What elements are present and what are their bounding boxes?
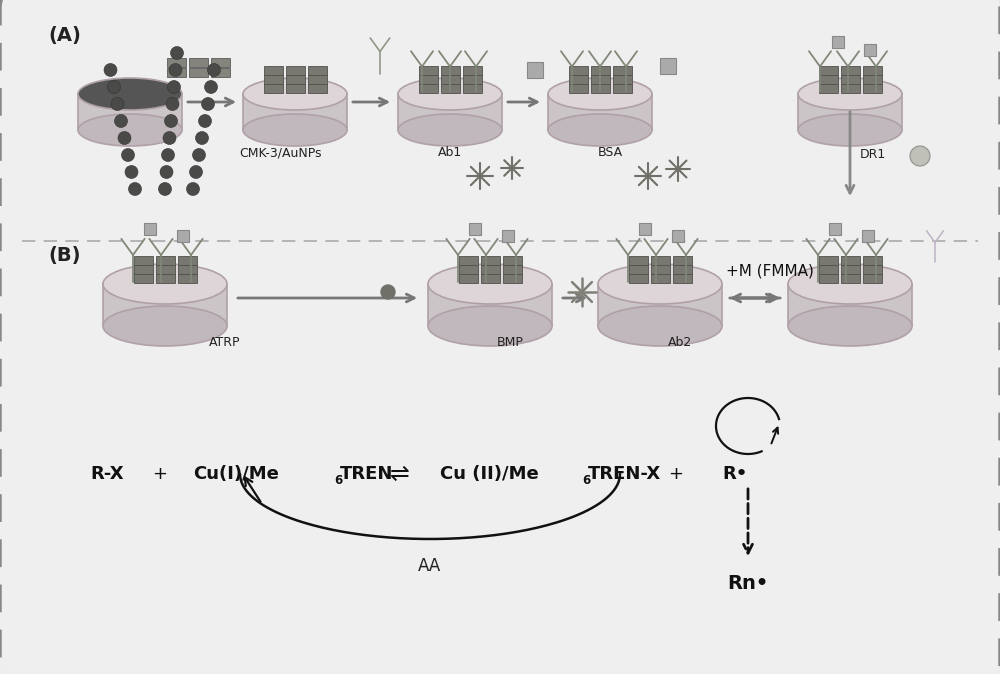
FancyBboxPatch shape: [264, 84, 283, 92]
FancyBboxPatch shape: [134, 264, 152, 274]
FancyBboxPatch shape: [672, 264, 692, 274]
Circle shape: [163, 131, 176, 144]
FancyBboxPatch shape: [650, 274, 670, 282]
Circle shape: [208, 63, 220, 77]
FancyBboxPatch shape: [462, 75, 482, 84]
Text: CMK-3/AuNPs: CMK-3/AuNPs: [239, 146, 321, 159]
Circle shape: [158, 183, 172, 195]
FancyBboxPatch shape: [480, 264, 500, 274]
FancyBboxPatch shape: [458, 255, 478, 264]
FancyBboxPatch shape: [308, 84, 326, 92]
FancyBboxPatch shape: [210, 67, 230, 77]
Text: AA: AA: [418, 557, 442, 575]
FancyBboxPatch shape: [629, 274, 648, 282]
Circle shape: [164, 115, 178, 127]
Text: R•: R•: [722, 465, 747, 483]
Ellipse shape: [78, 114, 182, 146]
FancyBboxPatch shape: [840, 84, 860, 92]
FancyBboxPatch shape: [286, 65, 304, 75]
FancyBboxPatch shape: [428, 284, 552, 326]
FancyBboxPatch shape: [840, 255, 860, 264]
Text: Ab2: Ab2: [668, 336, 692, 349]
FancyBboxPatch shape: [798, 94, 902, 130]
FancyBboxPatch shape: [308, 75, 326, 84]
FancyBboxPatch shape: [548, 94, 652, 130]
FancyBboxPatch shape: [862, 84, 882, 92]
Ellipse shape: [103, 306, 227, 346]
FancyBboxPatch shape: [243, 94, 347, 130]
FancyBboxPatch shape: [440, 75, 460, 84]
Circle shape: [108, 80, 120, 94]
Text: +M (FMMA): +M (FMMA): [726, 264, 814, 279]
FancyBboxPatch shape: [840, 264, 860, 274]
Circle shape: [196, 131, 208, 144]
Circle shape: [202, 98, 214, 111]
Text: TREN: TREN: [340, 465, 393, 483]
Text: 6: 6: [334, 474, 342, 487]
Ellipse shape: [548, 78, 652, 110]
FancyBboxPatch shape: [440, 65, 460, 75]
Ellipse shape: [788, 264, 912, 304]
Ellipse shape: [243, 78, 347, 110]
Text: Rn•: Rn•: [727, 574, 769, 593]
FancyBboxPatch shape: [818, 274, 838, 282]
FancyBboxPatch shape: [480, 274, 500, 282]
FancyBboxPatch shape: [862, 65, 882, 75]
Circle shape: [186, 183, 200, 195]
FancyBboxPatch shape: [612, 84, 632, 92]
FancyBboxPatch shape: [612, 65, 632, 75]
FancyBboxPatch shape: [818, 65, 838, 75]
FancyBboxPatch shape: [264, 75, 283, 84]
FancyBboxPatch shape: [840, 75, 860, 84]
FancyBboxPatch shape: [156, 264, 175, 274]
FancyBboxPatch shape: [862, 264, 882, 274]
FancyBboxPatch shape: [840, 274, 860, 282]
Ellipse shape: [78, 78, 182, 110]
FancyBboxPatch shape: [308, 65, 326, 75]
Circle shape: [125, 166, 138, 179]
FancyBboxPatch shape: [418, 84, 438, 92]
FancyBboxPatch shape: [418, 65, 438, 75]
Circle shape: [118, 131, 131, 144]
FancyBboxPatch shape: [264, 65, 283, 75]
Circle shape: [192, 148, 206, 162]
Text: +: +: [152, 465, 167, 483]
FancyBboxPatch shape: [418, 75, 438, 84]
FancyBboxPatch shape: [503, 255, 522, 264]
FancyBboxPatch shape: [862, 274, 882, 282]
FancyBboxPatch shape: [178, 274, 196, 282]
Circle shape: [166, 98, 179, 111]
Circle shape: [190, 166, 202, 179]
FancyBboxPatch shape: [166, 57, 186, 67]
Ellipse shape: [548, 114, 652, 146]
Ellipse shape: [243, 114, 347, 146]
Circle shape: [205, 80, 218, 94]
Text: TREN-X: TREN-X: [588, 465, 661, 483]
Ellipse shape: [598, 264, 722, 304]
Ellipse shape: [428, 306, 552, 346]
FancyBboxPatch shape: [503, 274, 522, 282]
Circle shape: [160, 166, 173, 179]
FancyBboxPatch shape: [629, 264, 648, 274]
FancyBboxPatch shape: [134, 274, 152, 282]
Text: 6: 6: [582, 474, 590, 487]
FancyBboxPatch shape: [286, 84, 304, 92]
Circle shape: [104, 63, 117, 77]
FancyBboxPatch shape: [590, 84, 610, 92]
FancyBboxPatch shape: [568, 65, 588, 75]
FancyBboxPatch shape: [818, 255, 838, 264]
Text: Cu (II)/Me: Cu (II)/Me: [440, 465, 539, 483]
FancyBboxPatch shape: [862, 75, 882, 84]
FancyBboxPatch shape: [462, 65, 482, 75]
Ellipse shape: [798, 114, 902, 146]
Circle shape: [114, 115, 128, 127]
FancyBboxPatch shape: [590, 75, 610, 84]
FancyBboxPatch shape: [178, 255, 196, 264]
Ellipse shape: [398, 114, 502, 146]
FancyBboxPatch shape: [188, 57, 208, 67]
FancyBboxPatch shape: [788, 284, 912, 326]
FancyBboxPatch shape: [134, 255, 152, 264]
FancyBboxPatch shape: [103, 284, 227, 326]
Text: +: +: [668, 465, 683, 483]
